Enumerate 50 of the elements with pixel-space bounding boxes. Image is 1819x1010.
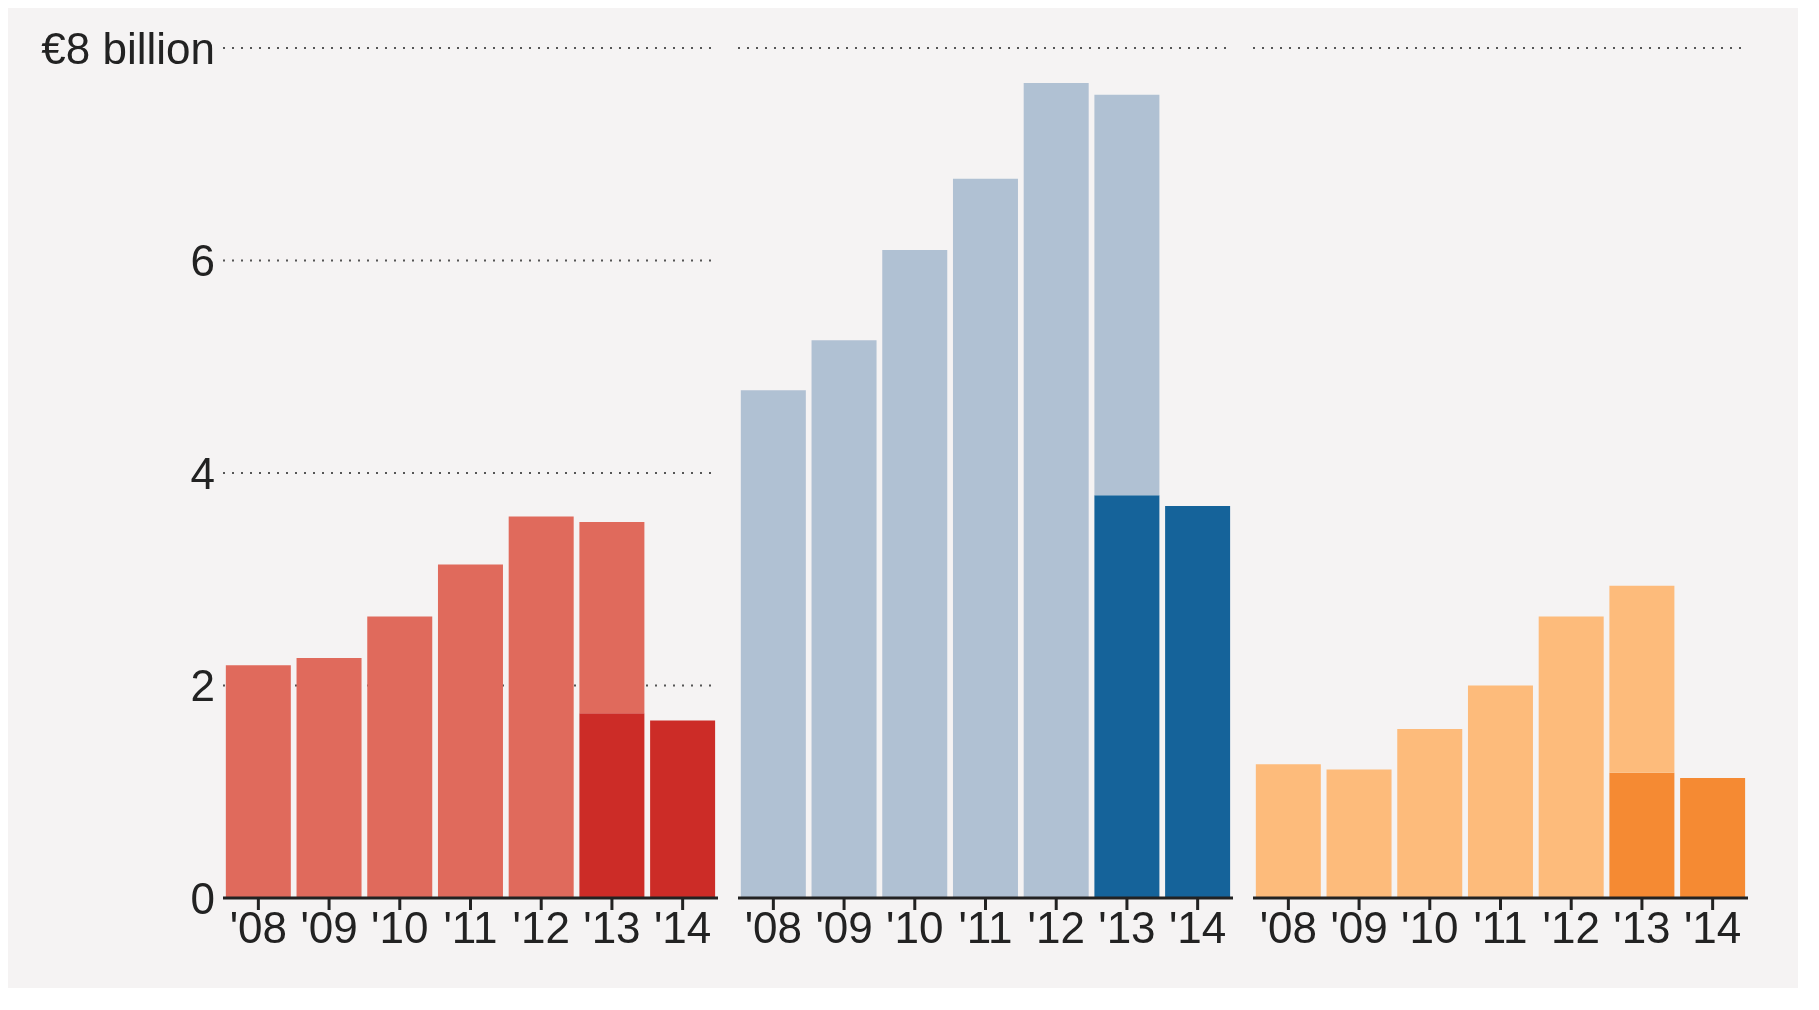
- bar: [1023, 83, 1089, 898]
- bar: [811, 340, 877, 898]
- bar: [508, 516, 574, 898]
- x-tick-label: '13: [1613, 903, 1671, 953]
- x-tick-label: '08: [744, 903, 803, 953]
- bar: [1397, 729, 1463, 898]
- x-tick-label: '11: [1473, 903, 1528, 953]
- x-tick-label: '10: [886, 903, 944, 953]
- bar: [1609, 585, 1675, 773]
- x-tick-label: '10: [1401, 903, 1459, 953]
- bar: [1538, 616, 1604, 898]
- bar: [1467, 685, 1533, 898]
- x-tick-label: '08: [229, 903, 288, 953]
- bar: [367, 616, 433, 898]
- bar: [1094, 94, 1160, 496]
- y-tick-label: 4: [190, 448, 215, 498]
- bar: [437, 564, 503, 898]
- bar: [1094, 495, 1160, 898]
- bar: [296, 657, 362, 898]
- x-tick-label: '12: [1027, 903, 1085, 953]
- bar: [650, 720, 716, 898]
- bar: [740, 390, 806, 898]
- bar: [1609, 772, 1675, 898]
- x-tick-label: '13: [583, 903, 641, 953]
- x-tick-label: '08: [1259, 903, 1318, 953]
- x-tick-label: '09: [815, 903, 873, 953]
- bar: [1326, 769, 1392, 898]
- x-tick-label: '13: [1098, 903, 1156, 953]
- bar: [952, 178, 1018, 898]
- bar: [882, 249, 948, 898]
- bar: [579, 713, 645, 898]
- bar: [1680, 777, 1746, 898]
- x-tick-label: '12: [512, 903, 570, 953]
- bar: [579, 521, 645, 714]
- y-tick-label: 6: [190, 236, 215, 286]
- x-tick-label: '14: [1168, 903, 1227, 953]
- x-tick-label: '12: [1542, 903, 1600, 953]
- y-tick-label: €8 billion: [41, 23, 215, 73]
- x-tick-label: '14: [653, 903, 712, 953]
- bar: [1165, 505, 1231, 898]
- y-tick-label: 0: [190, 873, 215, 923]
- x-tick-label: '10: [371, 903, 429, 953]
- x-tick-label: '14: [1683, 903, 1742, 953]
- x-tick-label: '09: [300, 903, 358, 953]
- x-tick-label: '11: [443, 903, 498, 953]
- bar: [225, 665, 291, 898]
- bar: [1255, 764, 1321, 898]
- x-tick-label: '11: [958, 903, 1013, 953]
- y-tick-label: 2: [190, 661, 215, 711]
- x-tick-label: '09: [1330, 903, 1388, 953]
